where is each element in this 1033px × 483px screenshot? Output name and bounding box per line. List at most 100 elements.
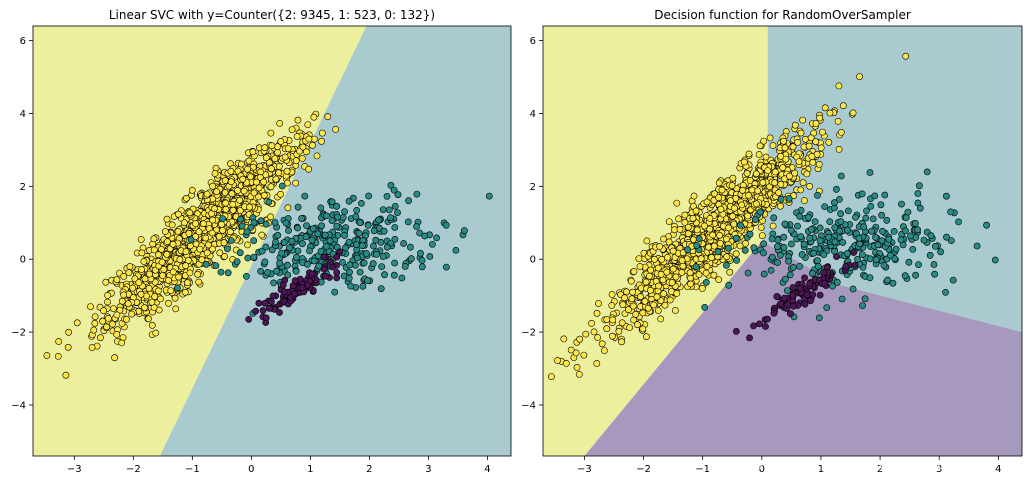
data-point-class-1 [794,222,801,230]
data-point-class-1 [418,263,426,271]
left-y-axis: −4 −2 0 2 4 6 [11,36,33,411]
data-point-class-2 [808,153,816,160]
data-point-class-0 [265,304,273,312]
data-point-class-2 [803,170,811,178]
data-point-class-2 [245,157,253,165]
data-point-class-2 [812,120,820,127]
data-point-class-2 [160,265,168,273]
data-point-class-2 [138,266,145,273]
data-point-class-2 [727,197,734,205]
data-point-class-2 [593,360,601,367]
data-point-class-1 [756,208,764,216]
data-point-class-1 [351,261,359,269]
data-point-class-1 [352,241,360,248]
data-point-class-2 [154,287,162,295]
data-point-class-1 [243,228,251,236]
data-point-class-1 [278,182,286,190]
data-point-class-2 [292,157,300,165]
data-point-class-2 [283,167,291,175]
data-point-class-1 [760,249,767,257]
data-point-class-1 [701,303,709,311]
data-point-class-2 [769,222,777,230]
data-point-class-2 [120,272,128,280]
data-point-class-2 [657,270,665,278]
data-point-class-2 [244,241,251,249]
data-point-class-0 [851,261,859,269]
data-point-class-0 [750,322,757,330]
data-point-class-2 [656,242,664,250]
data-point-class-1 [732,234,740,242]
data-point-class-2 [629,288,636,296]
data-point-class-1 [866,274,874,282]
data-point-class-2 [590,328,598,336]
data-point-class-2 [743,169,751,177]
data-point-class-2 [277,190,284,198]
data-point-class-2 [689,214,697,222]
data-point-class-1 [852,213,859,221]
data-point-class-1 [270,279,277,287]
data-point-class-2 [109,320,116,328]
data-point-class-2 [165,276,172,284]
x-tick-label: 4 [995,464,1001,475]
data-point-class-2 [582,330,590,338]
data-point-class-1 [244,254,252,262]
data-point-class-1 [390,186,398,194]
data-point-class-2 [152,329,160,337]
data-point-class-2 [666,296,674,304]
data-point-class-1 [341,232,348,239]
data-point-class-1 [273,267,280,275]
data-point-class-1 [452,246,460,254]
data-point-class-0 [304,281,312,289]
data-point-class-1 [433,234,440,242]
data-point-class-2 [145,315,152,323]
data-point-class-2 [126,263,134,270]
data-point-class-2 [777,180,785,188]
data-point-class-2 [709,231,717,239]
data-point-class-2 [755,151,763,158]
data-point-class-0 [850,249,857,256]
data-point-class-1 [385,206,393,214]
data-point-class-2 [791,121,799,129]
data-point-class-2 [856,73,863,80]
data-point-class-1 [345,197,353,205]
data-point-class-1 [280,239,288,246]
data-point-class-2 [228,190,236,198]
data-point-class-2 [154,251,162,259]
x-tick-label: −2 [636,464,651,475]
data-point-class-2 [124,300,132,308]
data-point-class-2 [745,150,753,158]
data-point-class-2 [73,319,81,327]
data-point-class-2 [99,317,107,325]
data-point-class-2 [723,235,730,243]
data-point-class-1 [777,195,785,203]
data-point-class-2 [236,207,244,214]
data-point-class-2 [698,284,706,292]
data-point-class-1 [341,244,349,252]
data-point-class-2 [128,310,136,318]
data-point-class-1 [364,277,371,284]
data-point-class-2 [654,264,662,272]
data-point-class-2 [294,116,302,124]
data-point-class-1 [302,233,310,241]
x-tick-label: −2 [126,464,141,475]
data-point-class-1 [806,234,813,242]
data-point-class-2 [309,141,316,149]
data-point-class-1 [292,267,300,275]
data-point-class-1 [741,246,749,254]
data-point-class-1 [907,232,914,240]
data-point-class-1 [288,237,296,245]
data-point-class-2 [697,255,705,263]
data-point-class-1 [770,214,778,222]
data-point-class-2 [168,221,176,229]
data-point-class-2 [305,135,313,143]
data-point-class-1 [272,238,279,246]
data-point-class-1 [862,214,870,222]
data-point-class-2 [801,197,808,204]
data-point-class-1 [825,233,832,241]
data-point-class-1 [428,240,436,248]
data-point-class-1 [872,256,880,264]
data-point-class-1 [379,206,387,213]
data-point-class-2 [275,162,283,170]
data-point-class-1 [293,253,300,261]
